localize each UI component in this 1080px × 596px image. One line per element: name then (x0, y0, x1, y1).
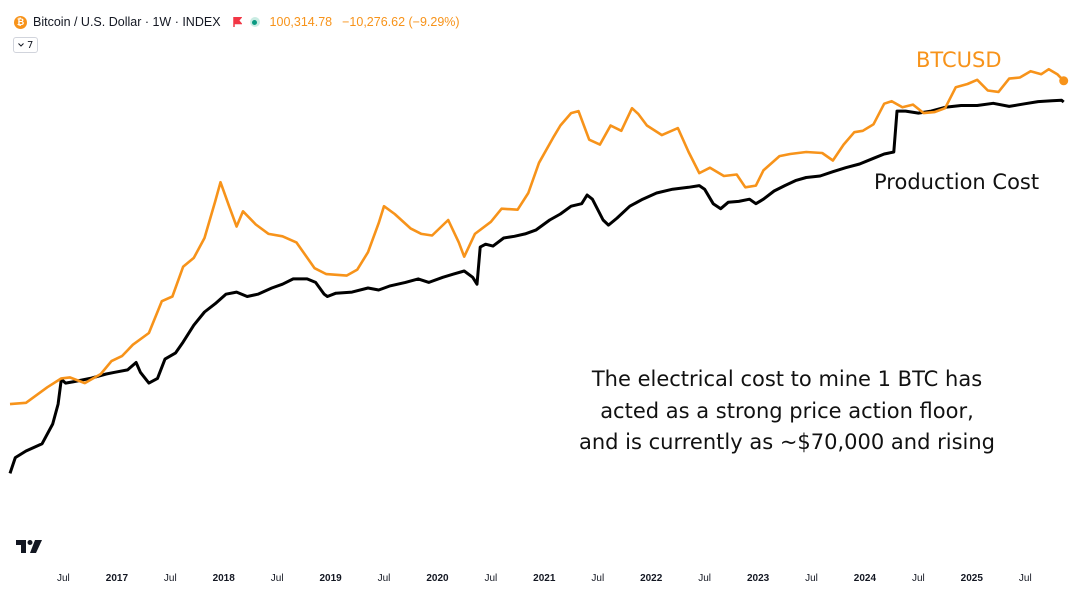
x-tick-label: 2018 (213, 573, 236, 584)
chevron-down-icon (18, 43, 24, 47)
x-tick-label: Jul (271, 573, 284, 584)
annotation-line-1: The electrical cost to mine 1 BTC has (591, 367, 982, 391)
btcusd-label: BTCUSD (916, 48, 1002, 72)
status-dot-icon (249, 17, 260, 27)
x-tick-label: 2025 (961, 573, 984, 584)
last-price: 100,314.78 (269, 15, 333, 29)
x-tick-label: Jul (591, 573, 604, 584)
production-cost-line (8, 98, 1065, 474)
symbol-header: ₿ Bitcoin / U.S. Dollar · 1W · INDEX 100… (14, 10, 460, 34)
indicators-toggle-button[interactable]: 7 (13, 37, 39, 53)
x-tick-label: Jul (698, 573, 711, 584)
tradingview-logo-icon[interactable] (16, 540, 42, 554)
symbol-title[interactable]: Bitcoin / U.S. Dollar · 1W · INDEX (33, 15, 221, 29)
x-tick-label: Jul (912, 573, 925, 584)
indicator-count: 7 (27, 39, 34, 51)
btcusd-line (9, 67, 1065, 406)
x-tick-label: 2023 (747, 573, 770, 584)
x-tick-label: Jul (57, 573, 70, 584)
x-tick-label: 2017 (106, 573, 129, 584)
btcusd-last-price-marker (1059, 76, 1069, 86)
x-tick-label: 2022 (640, 573, 663, 584)
x-tick-label: Jul (805, 573, 818, 584)
x-tick-label: Jul (485, 573, 498, 584)
annotation-line-2: acted as a strong price action floor, (600, 399, 974, 423)
x-tick-label: Jul (164, 573, 177, 584)
x-tick-label: Jul (1019, 573, 1032, 584)
x-tick-label: 2024 (854, 573, 877, 584)
production-cost-label: Production Cost (874, 170, 1039, 194)
x-tick-label: Jul (378, 573, 391, 584)
price-change: −10,276.62 (−9.29%) (342, 15, 460, 29)
bitcoin-icon: ₿ (14, 15, 27, 29)
x-tick-label: 2019 (319, 573, 342, 584)
annotation-line-3: and is currently as ~$70,000 and rising (579, 430, 995, 454)
x-tick-label: 2020 (426, 573, 449, 584)
flag-icon[interactable] (232, 17, 242, 27)
x-tick-label: 2021 (533, 573, 556, 584)
